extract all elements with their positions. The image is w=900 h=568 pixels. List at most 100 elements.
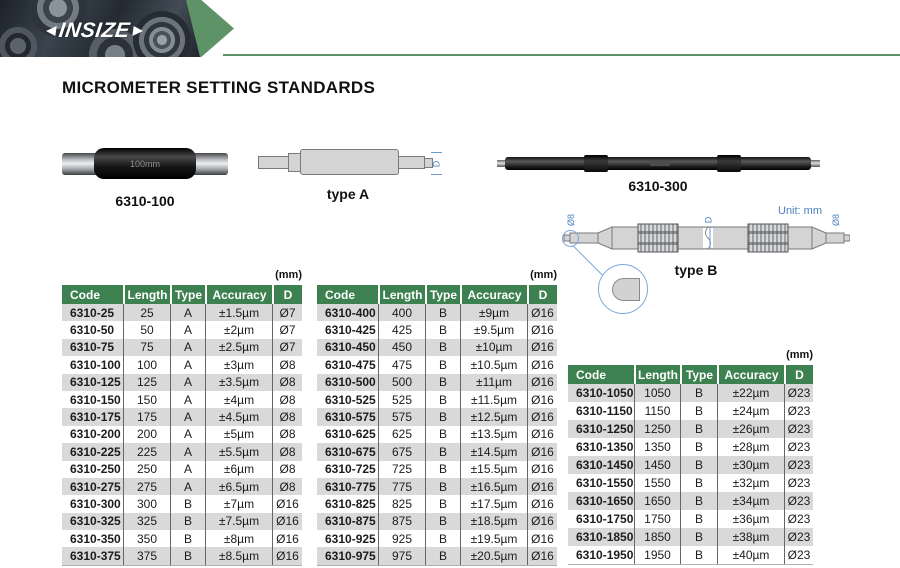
logo-right-arrow-icon xyxy=(131,26,144,36)
table-cell: ±10µm xyxy=(460,338,527,357)
table-cell: Ø23 xyxy=(784,474,813,492)
table-cell: ±26µm xyxy=(717,420,784,438)
table-cell: 1850 xyxy=(634,528,680,546)
spec-table-b-mid: (mm) Code Length Type Accuracy D 6310-400 400 B… xyxy=(317,269,557,566)
table-cell: ±7.5µm xyxy=(205,512,272,531)
type-a-body xyxy=(300,149,399,175)
type-a-rod-right xyxy=(398,156,425,169)
table-cell: A xyxy=(170,477,205,496)
table-cell: ±17.5µm xyxy=(460,495,527,513)
table-cell: 6310-125 xyxy=(62,373,123,391)
table-cell: 1550 xyxy=(634,474,680,492)
machinery-photo xyxy=(0,0,200,57)
table-cell: B xyxy=(680,474,717,492)
table-cell: ±4µm xyxy=(205,390,272,409)
type-b-d-label: D xyxy=(703,216,713,224)
table-cell: 200 xyxy=(123,425,170,444)
column-header: Accuracy xyxy=(460,285,527,304)
table-cell: B xyxy=(680,384,717,402)
table-cell: Ø7 xyxy=(272,338,302,357)
table-cell: Ø16 xyxy=(527,443,557,461)
table-row: 6310-250 250 A ±6µm Ø8 xyxy=(62,460,302,478)
column-header: Type xyxy=(425,285,460,304)
table-cell: Ø16 xyxy=(527,338,557,357)
table-cell: 575 xyxy=(378,408,425,426)
table-cell: ±20.5µm xyxy=(460,547,527,565)
table-row: 6310-1350 1350 B ±28µm Ø23 xyxy=(568,438,813,456)
type-b-dia-right-label: Ø8 xyxy=(830,213,841,227)
table-cell: 450 xyxy=(378,338,425,357)
table-cell: B xyxy=(680,546,717,564)
table-row: 6310-875 875 B ±18.5µm Ø16 xyxy=(317,512,557,531)
unit-note: Unit: mm xyxy=(778,205,822,217)
table-cell: 6310-400 xyxy=(317,304,378,322)
table-cell: A xyxy=(170,425,205,444)
table-cell: B xyxy=(680,438,717,456)
type-b-caption: type B xyxy=(674,262,718,278)
table-cell: 6310-250 xyxy=(62,460,123,478)
column-header: Accuracy xyxy=(717,365,784,384)
product-photo-6310-100-sleeve: 100mm xyxy=(94,148,196,179)
table-cell: 6310-375 xyxy=(62,547,123,565)
table-cell: Ø16 xyxy=(527,321,557,339)
table-cell: A xyxy=(170,338,205,357)
table-cell: 875 xyxy=(378,512,425,531)
table-cell: Ø7 xyxy=(272,321,302,339)
table-cell: 975 xyxy=(378,547,425,565)
type-a-d-label: D xyxy=(431,160,442,167)
table-cell: 6310-625 xyxy=(317,425,378,444)
table-cell: Ø23 xyxy=(784,456,813,474)
table-row: 6310-825 825 B ±17.5µm Ø16 xyxy=(317,495,557,513)
table-cell: ±19.5µm xyxy=(460,530,527,548)
table-cell: 6310-875 xyxy=(317,512,378,531)
detail-callout-ring xyxy=(562,230,579,247)
table-cell: 6310-1550 xyxy=(568,474,634,492)
table-cell: A xyxy=(170,304,205,322)
logo-left-arrow-icon xyxy=(45,26,57,36)
detail-tip-shape xyxy=(612,278,640,301)
table-cell: ±36µm xyxy=(717,510,784,528)
table-cell: 250 xyxy=(123,460,170,478)
page-title: MICROMETER SETTING STANDARDS xyxy=(62,78,376,97)
table-cell: ±7µm xyxy=(205,495,272,513)
type-a-tip-left xyxy=(258,156,289,169)
table-cell: B xyxy=(170,530,205,548)
table-row: 6310-400 400 B ±9µm Ø16 xyxy=(317,304,557,322)
column-header: Code xyxy=(62,285,123,304)
table-row: 6310-575 575 B ±12.5µm Ø16 xyxy=(317,408,557,426)
table-cell: Ø16 xyxy=(527,495,557,513)
table-row: 6310-775 775 B ±16.5µm Ø16 xyxy=(317,477,557,496)
table-cell: ±1.5µm xyxy=(205,304,272,322)
table-cell: B xyxy=(425,425,460,444)
table-cell: ±10.5µm xyxy=(460,356,527,374)
table-cell: B xyxy=(425,338,460,357)
type-a-caption: type A xyxy=(326,186,370,202)
table-cell: 225 xyxy=(123,443,170,461)
table-cell: 425 xyxy=(378,321,425,339)
table-row: 6310-200 200 A ±5µm Ø8 xyxy=(62,425,302,444)
table-cell: ±2µm xyxy=(205,321,272,339)
table-cell: Ø16 xyxy=(272,547,302,565)
table-cell: 6310-925 xyxy=(317,530,378,548)
table-row: 6310-450 450 B ±10µm Ø16 xyxy=(317,338,557,357)
table-cell: B xyxy=(680,420,717,438)
table-cell: Ø8 xyxy=(272,408,302,426)
table-cell: Ø23 xyxy=(784,510,813,528)
table-cell: Ø23 xyxy=(784,384,813,402)
table-cell: Ø23 xyxy=(784,492,813,510)
table-cell: 6310-350 xyxy=(62,530,123,548)
table-row: 6310-925 925 B ±19.5µm Ø16 xyxy=(317,530,557,548)
table-cell: Ø7 xyxy=(272,304,302,322)
table-cell: 1750 xyxy=(634,510,680,528)
table-row: 6310-725 725 B ±15.5µm Ø16 xyxy=(317,460,557,478)
spec-table-a-short: (mm) Code Length Type Accuracy D 6310-25 25 A ±1… xyxy=(62,269,302,566)
table-cell: Ø23 xyxy=(784,420,813,438)
product-caption-6310-300: 6310-300 xyxy=(628,178,688,194)
column-header: Length xyxy=(378,285,425,304)
table-cell: 1450 xyxy=(634,456,680,474)
column-header: D xyxy=(784,365,813,384)
table-cell: Ø16 xyxy=(272,512,302,531)
table-cell: ±28µm xyxy=(717,438,784,456)
table-cell: ±4.5µm xyxy=(205,408,272,426)
type-b-d-dimension: D xyxy=(701,211,715,229)
